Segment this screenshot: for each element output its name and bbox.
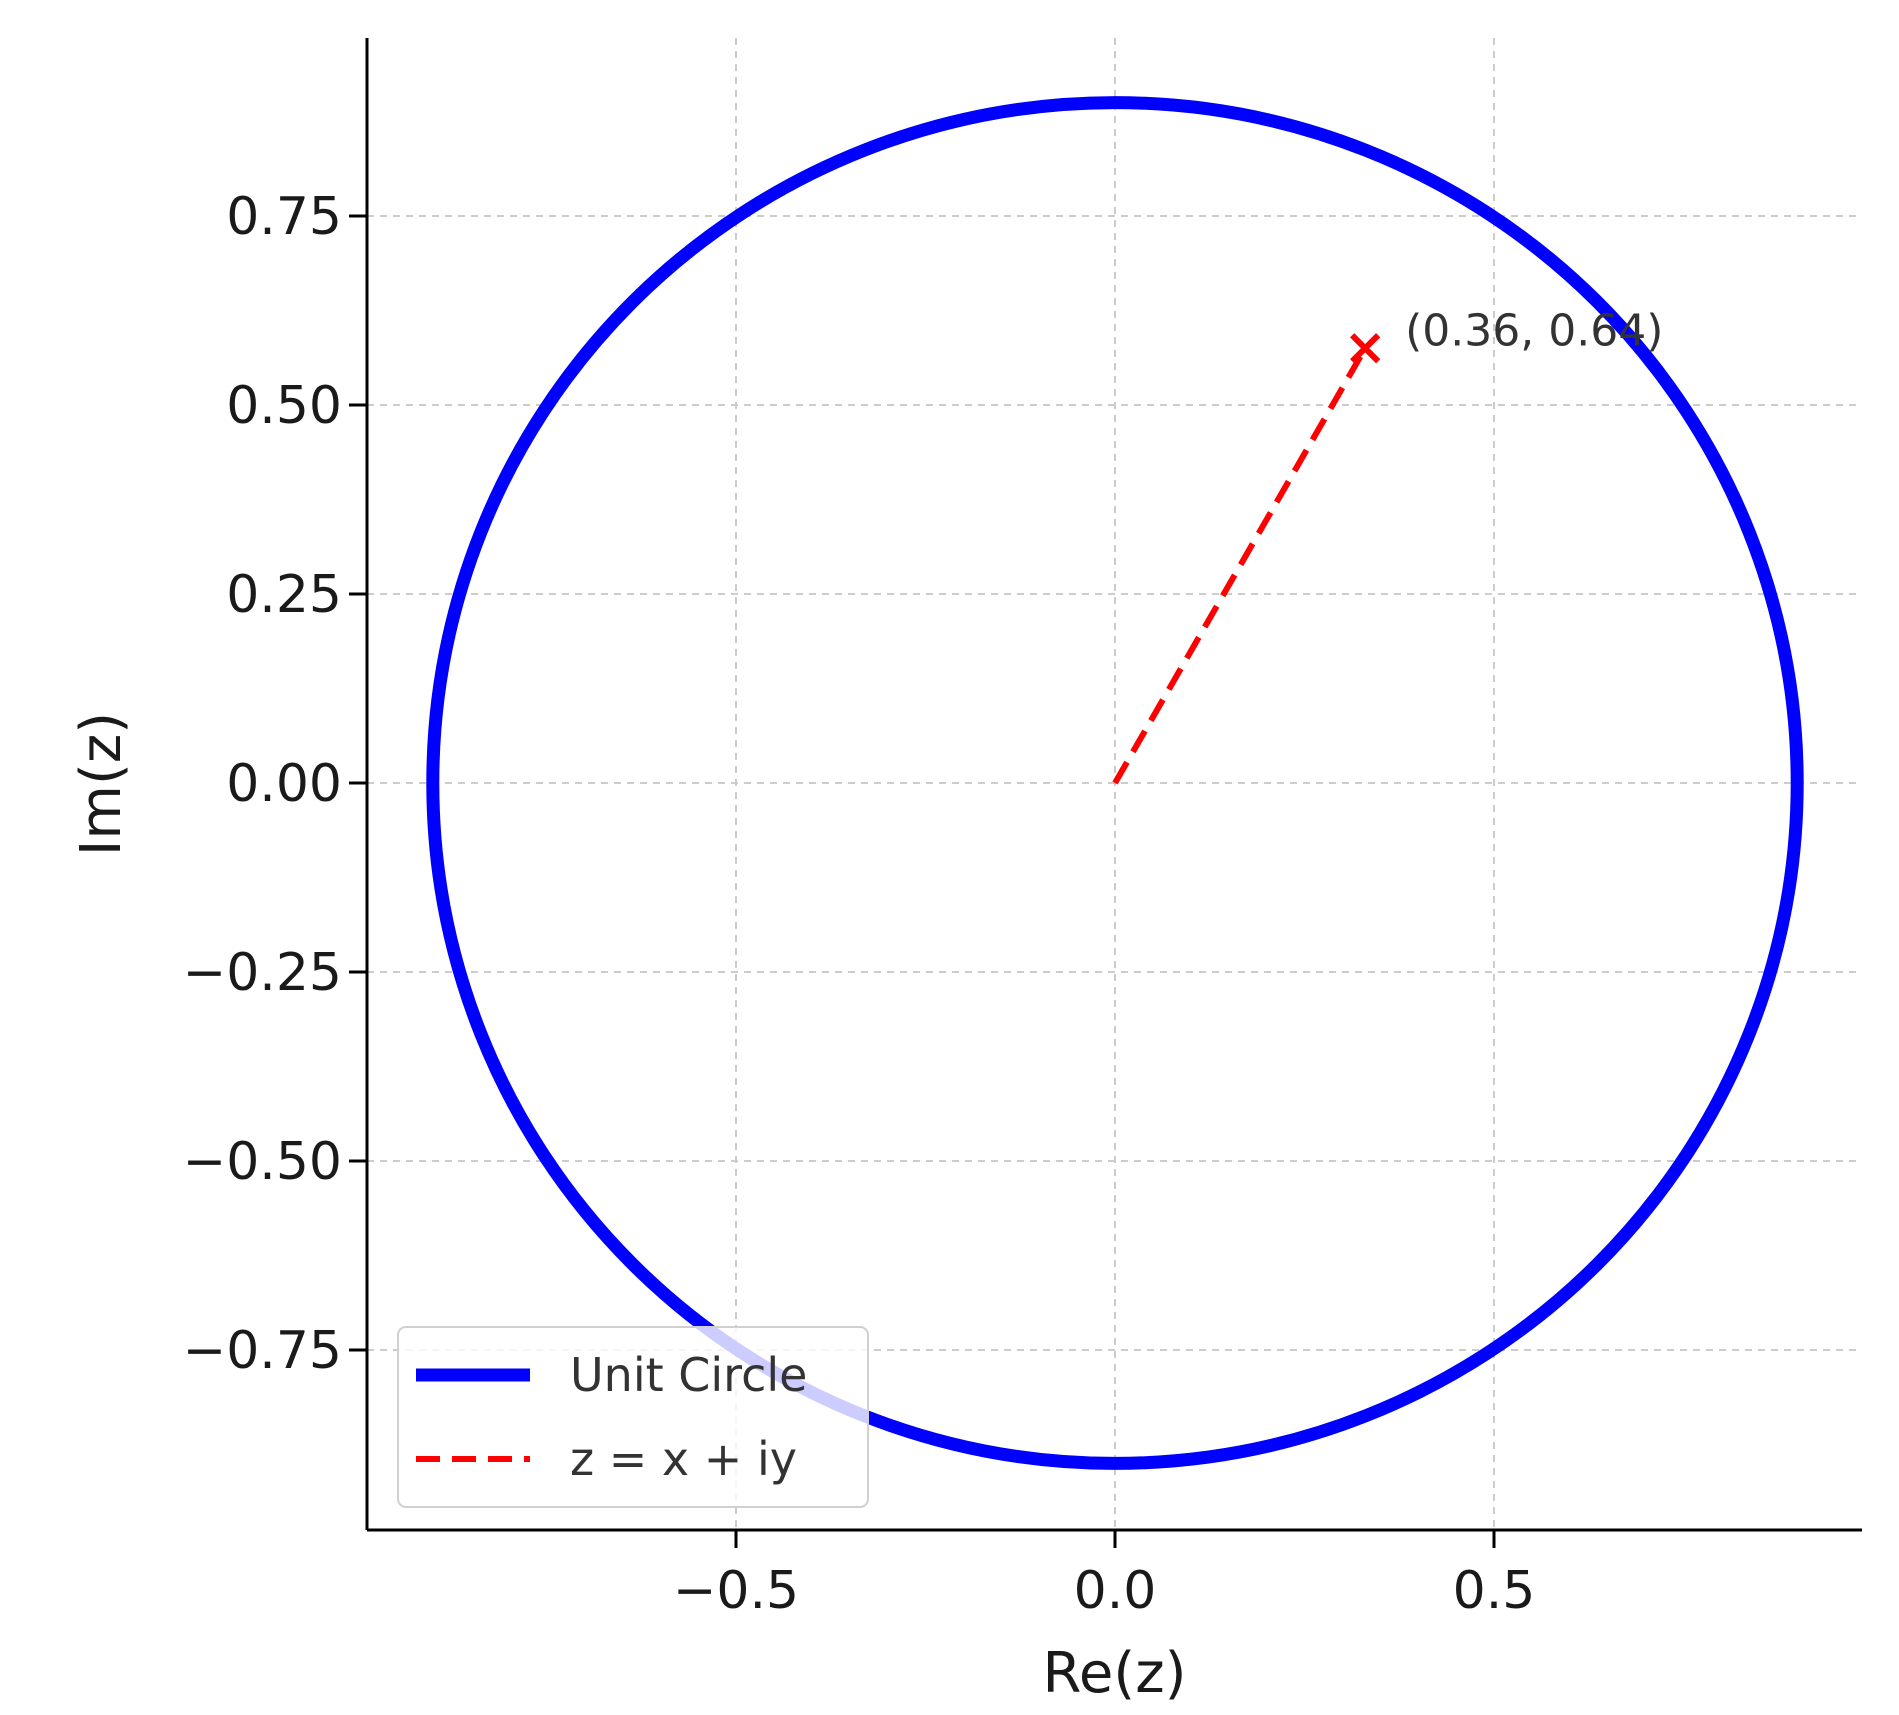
grid-lines bbox=[367, 38, 1862, 1530]
legend-entry-label: Unit Circle bbox=[570, 1348, 807, 1402]
legend: Unit Circle z = x + iy bbox=[397, 1326, 869, 1508]
x-tick-label: 0.5 bbox=[1453, 1561, 1536, 1621]
point-annotation: (0.36, 0.64) bbox=[1405, 305, 1663, 356]
plot-area: (0.36, 0.64) bbox=[426, 96, 1804, 1470]
y-tick-label: 0.25 bbox=[226, 565, 342, 625]
series-z-vector bbox=[1112, 346, 1368, 785]
x-axis-label: Re(z) bbox=[1043, 1641, 1187, 1706]
series-unit-circle bbox=[426, 96, 1804, 1470]
axes bbox=[349, 38, 1862, 1548]
y-tick-label: −0.75 bbox=[183, 1321, 342, 1381]
point-marker-x bbox=[1350, 333, 1381, 364]
y-axis-label: Im(z) bbox=[69, 712, 134, 856]
y-tick-label: −0.50 bbox=[183, 1132, 342, 1192]
y-tick-label: 0.75 bbox=[226, 187, 342, 247]
x-tick-label: −0.5 bbox=[673, 1561, 799, 1621]
tick-labels: 0.75 0.50 0.25 0.00 −0.25 −0.50 −0.75 −0.5 0.0 0.… bbox=[183, 187, 1536, 1621]
y-tick-label: 0.00 bbox=[226, 754, 342, 814]
y-tick-label: −0.25 bbox=[183, 943, 342, 1003]
legend-entry-label: z = x + iy bbox=[570, 1432, 797, 1486]
x-tick-label: 0.0 bbox=[1074, 1561, 1157, 1621]
y-tick-label: 0.50 bbox=[226, 376, 342, 436]
